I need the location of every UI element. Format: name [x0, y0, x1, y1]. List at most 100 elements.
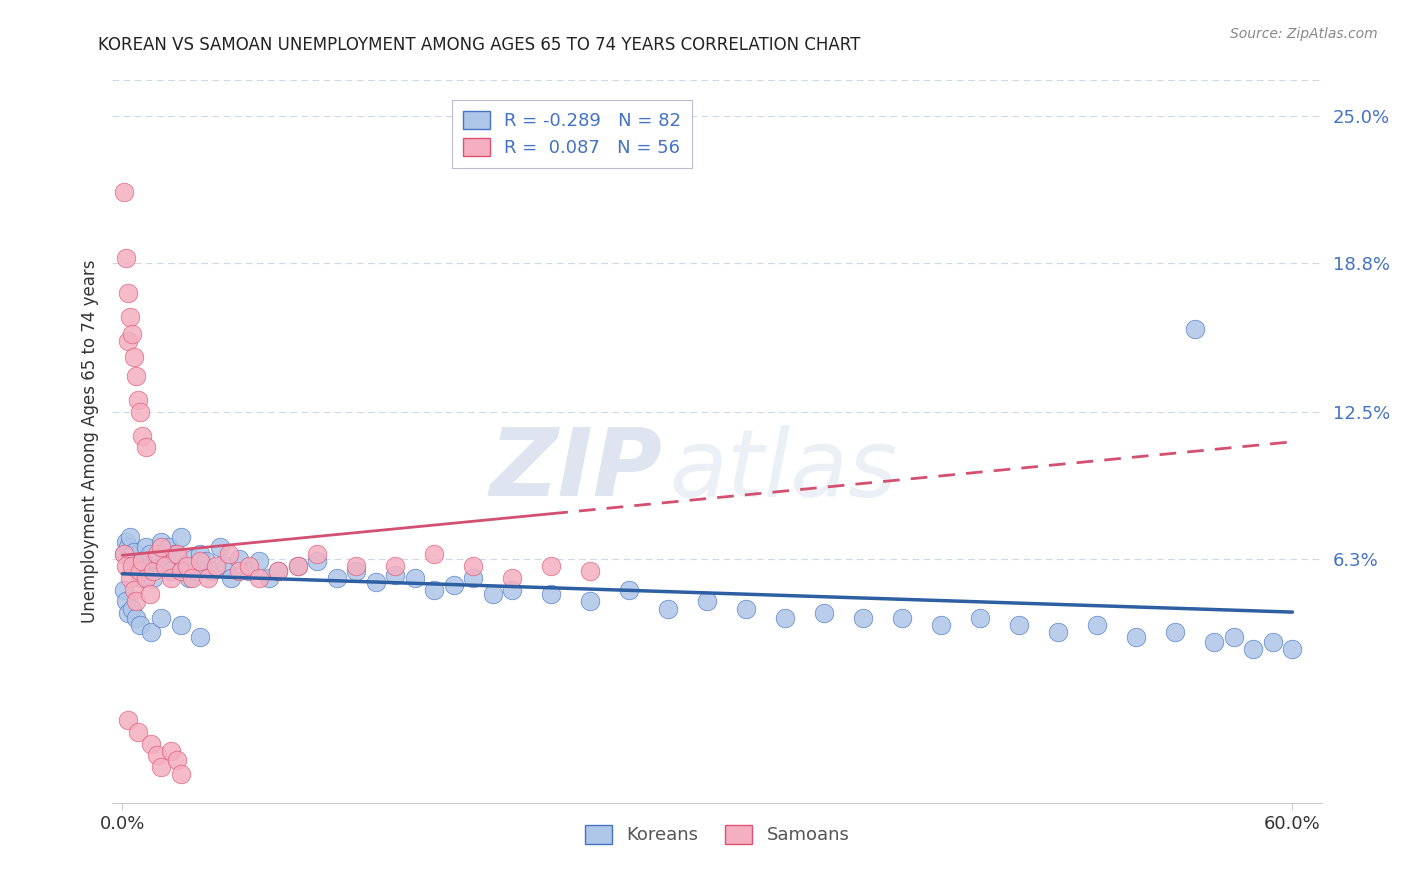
Point: [931, 618, 953, 632]
Point: [540, 587, 562, 601]
Point: [131, 554, 153, 568]
Point: [150, 535, 173, 549]
Point: [344, 564, 367, 578]
Point: [142, 571, 165, 585]
Point: [218, 547, 240, 561]
Point: [131, 554, 153, 568]
Point: [221, 571, 243, 585]
Point: [463, 558, 485, 573]
Point: [228, 551, 250, 566]
Point: [540, 558, 562, 573]
Point: [619, 582, 641, 597]
Point: [150, 760, 173, 774]
Point: [146, 551, 169, 566]
Point: [181, 551, 204, 566]
Point: [150, 540, 173, 554]
Point: [115, 558, 138, 573]
Point: [127, 724, 149, 739]
Point: [579, 564, 602, 578]
Point: [125, 558, 148, 573]
Point: [969, 611, 991, 625]
Point: [188, 547, 211, 561]
Point: [891, 611, 914, 625]
Text: KOREAN VS SAMOAN UNEMPLOYMENT AMONG AGES 65 TO 74 YEARS CORRELATION CHART: KOREAN VS SAMOAN UNEMPLOYMENT AMONG AGES…: [98, 36, 860, 54]
Point: [238, 558, 260, 573]
Point: [136, 564, 159, 578]
Point: [117, 334, 139, 348]
Point: [117, 713, 139, 727]
Point: [163, 547, 186, 561]
Point: [852, 611, 875, 625]
Point: [160, 571, 183, 585]
Point: [131, 428, 153, 442]
Point: [1281, 641, 1303, 656]
Point: [170, 564, 193, 578]
Point: [121, 549, 143, 564]
Point: [135, 540, 157, 554]
Point: [257, 571, 280, 585]
Point: [117, 607, 139, 621]
Point: [170, 767, 193, 781]
Point: [141, 625, 163, 640]
Point: [1261, 634, 1284, 648]
Point: [267, 564, 290, 578]
Point: [775, 611, 797, 625]
Point: [122, 582, 145, 597]
Point: [118, 310, 141, 325]
Point: [112, 547, 135, 561]
Point: [150, 611, 173, 625]
Point: [176, 558, 198, 573]
Text: Source: ZipAtlas.com: Source: ZipAtlas.com: [1230, 27, 1378, 41]
Point: [287, 558, 309, 573]
Point: [128, 571, 150, 585]
Point: [115, 251, 138, 265]
Point: [115, 535, 138, 549]
Point: [177, 571, 200, 585]
Point: [1085, 618, 1108, 632]
Point: [735, 601, 758, 615]
Text: atlas: atlas: [669, 425, 897, 516]
Point: [138, 587, 160, 601]
Point: [1047, 625, 1070, 640]
Point: [125, 594, 148, 608]
Point: [112, 547, 135, 561]
Point: [384, 568, 406, 582]
Point: [153, 554, 176, 568]
Point: [208, 540, 231, 554]
Point: [122, 351, 145, 365]
Point: [127, 564, 149, 578]
Point: [481, 587, 503, 601]
Point: [463, 571, 485, 585]
Point: [238, 564, 260, 578]
Point: [135, 571, 157, 585]
Point: [117, 540, 139, 554]
Legend: Koreans, Samoans: Koreans, Samoans: [578, 818, 856, 852]
Point: [364, 575, 387, 590]
Point: [195, 554, 218, 568]
Point: [1184, 322, 1206, 336]
Point: [141, 737, 163, 751]
Point: [1125, 630, 1147, 644]
Point: [443, 578, 465, 592]
Point: [146, 547, 169, 561]
Point: [267, 564, 290, 578]
Point: [181, 571, 204, 585]
Point: [153, 558, 176, 573]
Text: ZIP: ZIP: [489, 425, 662, 516]
Point: [128, 405, 150, 419]
Y-axis label: Unemployment Among Ages 65 to 74 years: Unemployment Among Ages 65 to 74 years: [80, 260, 98, 624]
Point: [118, 531, 141, 545]
Point: [112, 185, 135, 199]
Point: [384, 558, 406, 573]
Point: [170, 531, 193, 545]
Point: [696, 594, 718, 608]
Point: [247, 554, 270, 568]
Point: [170, 618, 193, 632]
Point: [160, 564, 183, 578]
Point: [197, 571, 219, 585]
Point: [125, 611, 148, 625]
Point: [205, 558, 228, 573]
Point: [122, 544, 145, 558]
Point: [344, 558, 367, 573]
Point: [228, 564, 250, 578]
